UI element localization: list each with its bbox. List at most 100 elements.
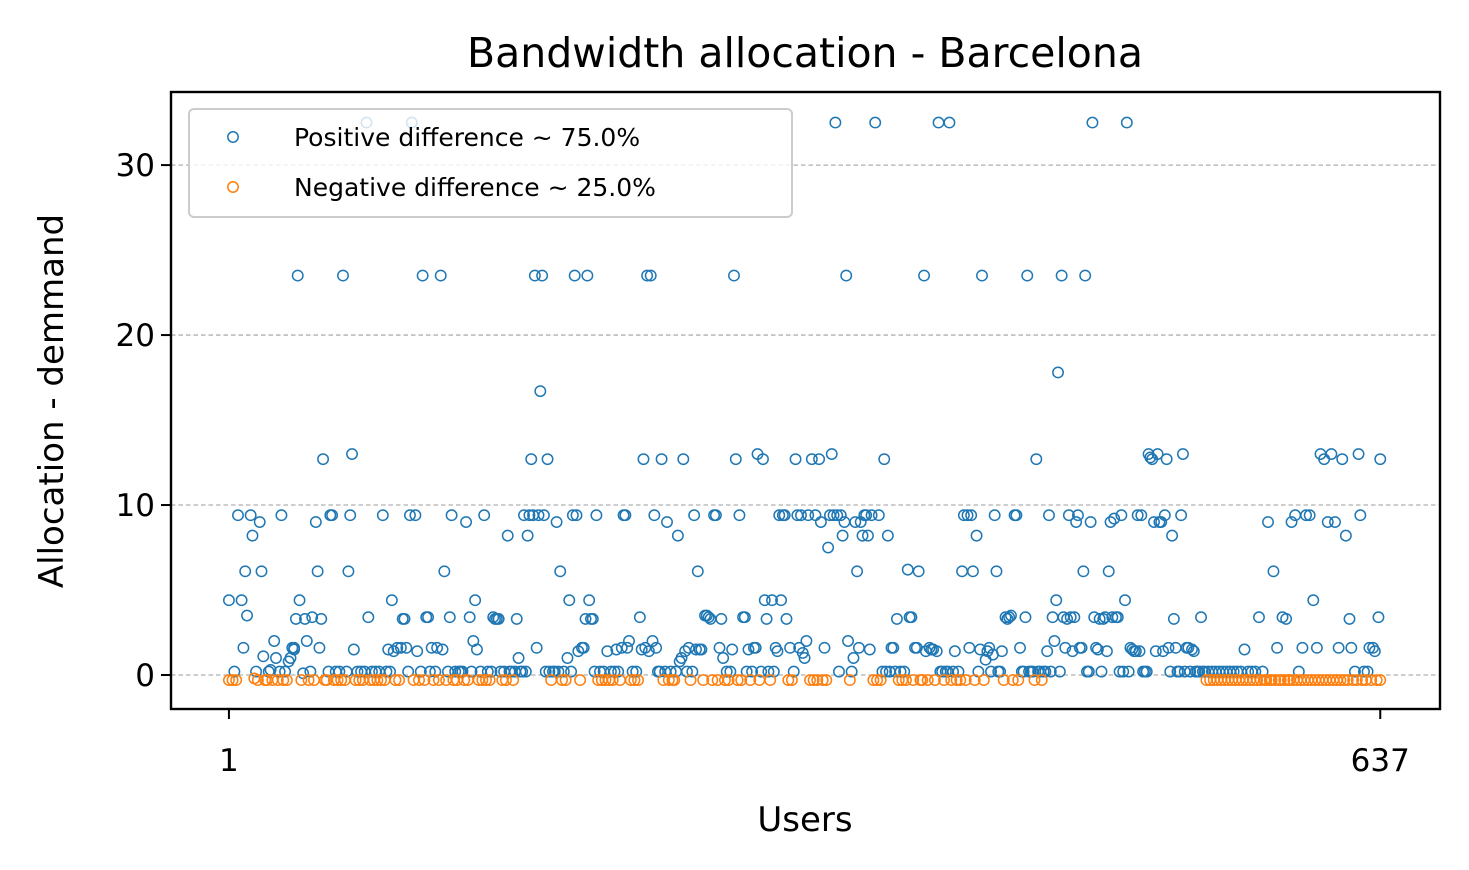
data-point-s0-328 (1003, 611, 1016, 624)
data-point-s0-224 (766, 594, 778, 607)
data-point-s0-197 (700, 609, 713, 622)
data-point-s0-312 (970, 529, 983, 542)
data-point-s0-209 (729, 453, 742, 466)
data-point-s0-270 (863, 643, 876, 656)
data-point-s0-302 (943, 116, 956, 129)
data-point-s0-406 (1151, 448, 1164, 460)
data-point-s1-154 (1374, 674, 1387, 687)
data-point-s0-480 (1205, 665, 1218, 678)
data-point-s0-311 (967, 565, 979, 578)
data-point-s0-297 (932, 116, 945, 129)
data-point-s1-92 (921, 674, 934, 687)
data-point-s0-334 (1017, 665, 1030, 678)
data-point-s0-364 (1075, 641, 1088, 654)
data-point-s1-79 (811, 674, 824, 687)
data-point-s0-368 (1082, 665, 1095, 678)
data-point-s0-465 (1262, 516, 1274, 528)
data-point-s0-222 (760, 612, 773, 625)
data-point-s1-105 (1035, 674, 1048, 687)
data-point-s0-304 (948, 645, 961, 658)
data-point-s0-365 (1077, 565, 1090, 578)
data-point-s1-82 (843, 674, 856, 687)
data-point-s0-100 (485, 665, 498, 678)
data-point-s0-144 (577, 641, 590, 654)
data-point-s0-137 (563, 594, 576, 607)
data-point-s0-60 (384, 665, 396, 678)
data-point-s0-212 (738, 611, 751, 624)
data-point-s0-95 (469, 594, 482, 607)
data-point-s0-190 (686, 665, 699, 678)
data-point-s0-379 (1102, 565, 1115, 578)
data-point-s0-203 (715, 612, 728, 625)
data-point-s0-378 (1100, 645, 1113, 658)
data-point-s0-67 (400, 641, 413, 654)
data-point-s1-68 (718, 674, 731, 687)
data-point-s1-74 (764, 674, 777, 687)
data-point-s0-33 (309, 516, 322, 528)
data-point-s0-277 (881, 529, 894, 542)
data-point-s1-31 (413, 674, 425, 687)
data-point-s0-6 (241, 609, 253, 622)
data-point-s0-404 (1148, 516, 1160, 528)
y-tick-label-0: 0 (135, 658, 155, 694)
data-point-s0-125 (536, 269, 549, 282)
data-point-s0-256 (836, 529, 849, 542)
data-point-s0-118 (523, 509, 536, 522)
data-point-s0-450 (1321, 516, 1334, 528)
data-point-s0-336 (1021, 269, 1034, 282)
data-point-s0-262 (849, 516, 862, 528)
data-point-s0-447 (1332, 641, 1345, 654)
data-point-s1-25 (371, 674, 384, 687)
data-point-s0-151 (590, 509, 603, 522)
data-point-s0-395 (1131, 509, 1144, 522)
data-point-s1-101 (997, 674, 1010, 687)
data-point-s1-129 (1278, 674, 1291, 687)
data-point-s0-242 (802, 509, 815, 522)
data-point-s0-445 (1339, 529, 1352, 542)
data-point-s1-66 (706, 674, 719, 687)
data-point-s0-384 (1111, 611, 1124, 624)
legend-marker-positive (227, 131, 239, 143)
data-point-s1-70 (731, 674, 744, 687)
data-point-s0-15 (268, 635, 281, 647)
data-point-s1-83 (867, 674, 880, 687)
data-point-s0-357 (1062, 509, 1075, 522)
data-point-s0-374 (1093, 612, 1106, 625)
data-point-s1-48 (556, 674, 568, 687)
data-point-s0-335 (1019, 611, 1032, 624)
data-point-s0-64 (394, 641, 407, 654)
data-point-s0-276 (880, 665, 893, 678)
data-point-s0-232 (780, 612, 793, 625)
data-point-s0-440 (1354, 509, 1367, 522)
data-points (222, 116, 1387, 687)
data-point-s1-84 (871, 674, 883, 687)
data-point-s0-76 (422, 611, 435, 624)
data-point-s0-29 (299, 612, 311, 625)
data-point-s1-102 (1006, 674, 1019, 687)
data-point-s0-340 (1030, 453, 1043, 466)
data-point-s0-166 (633, 611, 646, 624)
data-point-s0-234 (787, 665, 800, 678)
data-point-s0-154 (601, 645, 614, 658)
data-point-s0-210 (733, 509, 746, 522)
data-point-s0-135 (557, 665, 570, 678)
data-point-s1-18 (335, 674, 348, 687)
data-point-s0-269 (862, 529, 874, 542)
data-point-s0-402 (1144, 451, 1157, 464)
data-point-s0-9 (250, 665, 263, 678)
data-point-s0-107 (501, 529, 514, 542)
data-point-s0-454 (1307, 594, 1320, 607)
data-point-s0-86 (445, 509, 458, 522)
data-point-s1-71 (735, 674, 748, 687)
data-point-s0-47 (346, 448, 358, 460)
data-point-s0-85 (443, 611, 456, 624)
data-point-s0-457 (1296, 641, 1309, 654)
data-point-s0-305 (952, 665, 965, 678)
y-axis-label: Allocation - demmand (32, 214, 72, 588)
data-point-s0-346 (1043, 509, 1055, 522)
data-point-s0-408 (1155, 516, 1168, 528)
data-point-s0-111 (510, 612, 523, 625)
data-point-s1-65 (697, 674, 710, 687)
data-point-s0-370 (1086, 116, 1099, 129)
